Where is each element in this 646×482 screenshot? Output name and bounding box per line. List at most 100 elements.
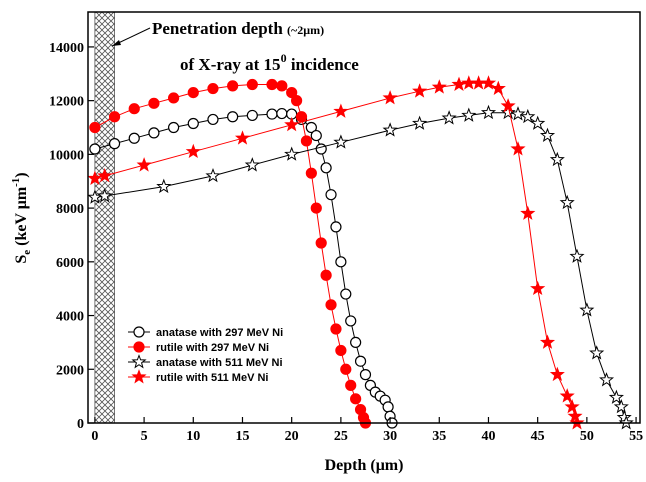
data-point [567,408,583,423]
data-point [451,76,467,91]
data-point [276,80,288,92]
annotation-sup: 0 [281,51,287,65]
data-point [500,104,516,120]
data-point [613,398,629,414]
series-line [94,84,366,424]
data-point [97,188,113,203]
data-point [461,107,477,122]
legend-label: rutile with 297 MeV Ni [156,342,269,354]
x-tick-label: 5 [141,429,148,444]
data-point [549,151,565,167]
y-label-sup: -1 [10,178,22,187]
data-point [234,130,251,145]
annotation-text: of X-ray at 15 [180,55,281,74]
data-point [539,334,556,349]
data-point [128,103,140,115]
y-tick-label: 8000 [56,202,84,217]
data-point [333,134,349,149]
data-point [305,121,317,134]
data-point [480,104,497,120]
data-point [539,127,556,142]
data-point [335,344,347,357]
data-point [89,143,101,155]
data-point [227,80,239,92]
legend-marker [131,354,147,369]
penetration-region [94,11,115,424]
data-point [579,302,595,317]
annotation-line1: Penetration depth (~2μm) [152,19,324,38]
data-point [564,398,580,414]
data-point [156,178,172,194]
data-point [569,248,585,263]
x-tick-label: 15 [235,429,249,444]
data-point [382,122,398,137]
y-tick-label: 12000 [49,95,84,110]
data-point [330,221,342,233]
legend-marker [133,326,145,338]
data-point [310,129,322,142]
y-tick-label: 10000 [49,148,84,163]
data-point [187,117,199,130]
x-tick-label: 0 [91,429,98,444]
y-tick-label: 2000 [56,363,84,378]
data-point [227,111,239,123]
y-tick-label: 4000 [56,310,84,325]
data-point [207,113,219,126]
legend-marker [131,369,147,384]
data-point [471,75,487,90]
plot-frame [87,11,641,424]
data-point [559,194,575,210]
data-point [168,121,180,134]
data-point [187,86,199,99]
data-point [284,146,300,161]
data-point [520,205,536,220]
data-point [335,256,347,268]
annotation-text: Penetration depth [152,19,283,38]
data-point [350,393,362,405]
x-tick-label: 45 [531,429,545,444]
legend-marker [133,341,145,353]
data-point [136,157,152,172]
y-tick-label: 0 [77,417,84,432]
x-tick-label: 10 [186,429,200,444]
data-point [441,110,457,125]
y-axis-label: Se (keV μm-1) [10,172,33,263]
data-point [490,80,506,95]
data-point [510,141,526,156]
data-point [382,401,394,413]
data-point [185,143,201,159]
data-point [266,78,278,91]
data-point [305,167,317,179]
data-point [128,132,140,144]
data-point [325,189,337,201]
data-point [559,388,575,403]
data-point [286,86,298,99]
data-point [89,121,101,134]
data-point [325,299,337,311]
annotation-small: (~2μm) [287,23,324,37]
legend-label: anatase with 297 MeV Ni [156,327,283,339]
data-point [333,103,349,118]
annotation-text: incidence [287,55,360,74]
data-point [168,92,180,104]
data-point [205,167,221,183]
data-point [510,106,526,121]
data-point [500,98,516,113]
y-tick-label: 14000 [49,41,84,56]
data-point [276,107,288,120]
data-point [345,315,357,327]
data-point [148,127,160,139]
data-point [530,280,546,296]
data-point [315,237,327,249]
data-point [108,138,121,150]
data-point [207,82,219,95]
data-point [480,75,497,90]
data-point [589,345,605,360]
x-tick-label: 35 [432,429,446,444]
data-point [382,90,398,105]
data-point [315,143,327,155]
legend-label: rutile with 511 MeV Ni [156,372,268,384]
data-point [284,116,300,132]
annotation-line2: of X-ray at 150 incidence [180,51,359,74]
